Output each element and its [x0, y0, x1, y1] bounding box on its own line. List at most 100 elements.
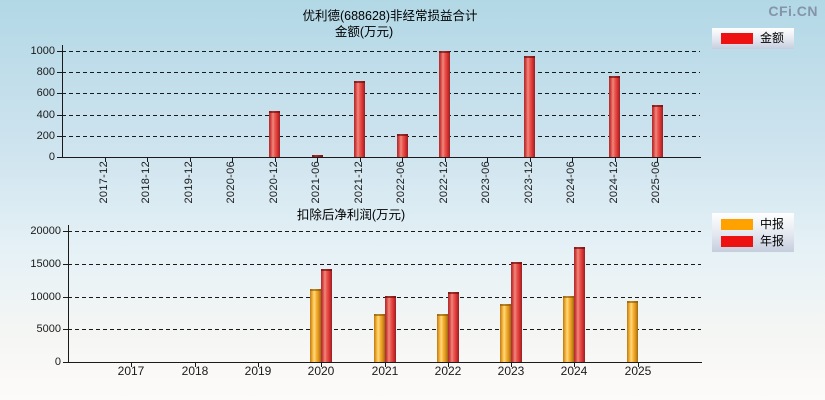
x-tick-label: 2018-12: [140, 161, 152, 204]
x-axis-tick: [232, 158, 233, 162]
x-tick-label: 2019-12: [183, 161, 195, 204]
x-tick-label: 2022-06: [395, 161, 407, 204]
y-tick-label: 600: [36, 87, 55, 99]
x-axis-tick: [638, 363, 639, 367]
y-tick-label: 5000: [36, 323, 61, 335]
top-chart-plot-area: [62, 45, 701, 158]
x-axis-tick: [147, 158, 148, 162]
bar-interim: [437, 314, 448, 362]
y-axis-tick: [57, 51, 62, 52]
y-tick-label: 20000: [30, 225, 61, 237]
bar-interim: [563, 296, 574, 362]
y-axis-tick: [57, 136, 62, 137]
x-tick-label: 2021-12: [353, 161, 365, 204]
y-tick-label: 0: [48, 151, 55, 163]
x-axis-tick: [448, 363, 449, 367]
bar-annual: [574, 247, 585, 362]
y-axis-tick: [63, 329, 68, 330]
gridline: [62, 115, 700, 116]
y-axis-tick: [57, 72, 62, 73]
bottom-chart-plot-area: [68, 225, 702, 363]
x-tick-label: 2025: [624, 364, 652, 378]
x-tick-label: 2024-06: [565, 161, 577, 204]
x-axis-tick: [195, 363, 196, 367]
x-axis-tick: [511, 363, 512, 367]
amount-legend-label: 金额: [760, 31, 785, 45]
x-axis-tick: [275, 158, 276, 162]
gridline: [62, 136, 700, 137]
bar-annual: [448, 292, 459, 362]
cfi-watermark: CFi.CN: [768, 3, 818, 19]
bar-annual: [385, 296, 396, 362]
x-axis-tick: [317, 158, 318, 162]
gridline: [68, 264, 701, 265]
x-axis-tick: [615, 158, 616, 162]
x-axis-tick: [190, 158, 191, 162]
annual-legend-swatch: [721, 235, 753, 247]
y-tick-label: 15000: [30, 258, 61, 270]
bar-amount: [652, 105, 663, 157]
x-tick-label: 2025-06: [650, 161, 662, 204]
y-tick-label: 200: [36, 130, 55, 142]
x-axis-tick: [385, 363, 386, 367]
legend-row-annual: 年报: [721, 233, 794, 248]
x-axis-tick: [258, 363, 259, 367]
x-tick-label: 2020-12: [268, 161, 280, 204]
x-axis-tick: [131, 363, 132, 367]
bar-interim: [627, 301, 638, 362]
top-chart-title: 优利德(688628)非经常损益合计: [302, 9, 478, 23]
top-chart-legend: 金额: [712, 28, 794, 49]
x-tick-label: 2024-12: [608, 161, 620, 204]
x-tick-label: 2022-12: [438, 161, 450, 204]
x-tick-label: 2019: [244, 364, 272, 378]
interim-legend-swatch: [721, 218, 753, 230]
x-axis-tick: [530, 158, 531, 162]
gridline: [62, 72, 700, 73]
y-axis-tick: [63, 231, 68, 232]
x-axis-tick: [657, 158, 658, 162]
gridline: [68, 297, 701, 298]
bottom-chart-legend: 中报 年报: [712, 213, 794, 252]
y-axis-tick: [57, 157, 62, 158]
x-tick-label: 2022: [434, 364, 462, 378]
y-tick-label: 10000: [30, 291, 61, 303]
y-axis-tick: [57, 93, 62, 94]
y-tick-label: 1000: [30, 45, 55, 57]
x-tick-label: 2017-12: [98, 161, 110, 204]
x-axis-tick: [360, 158, 361, 162]
bar-interim: [374, 314, 385, 362]
x-tick-label: 2021-06: [310, 161, 322, 204]
y-tick-label: 0: [54, 356, 61, 368]
bar-amount: [312, 155, 323, 157]
annual-legend-label: 年报: [760, 233, 785, 248]
x-axis-tick: [105, 158, 106, 162]
x-axis-tick: [487, 158, 488, 162]
legend-row-interim: 中报: [721, 216, 794, 231]
x-tick-label: 2024: [560, 364, 588, 378]
bar-amount: [609, 76, 620, 157]
bar-annual: [511, 262, 522, 362]
gridline: [68, 231, 701, 232]
legend-row-amount: 金额: [721, 32, 794, 45]
bottom-chart-title: 扣除后净利润(万元): [296, 208, 406, 222]
y-tick-label: 400: [36, 109, 55, 121]
gridline: [62, 93, 700, 94]
x-tick-label: 2021: [371, 364, 399, 378]
bar-annual: [321, 269, 332, 362]
bar-amount: [269, 111, 280, 157]
x-tick-label: 2020-06: [225, 161, 237, 204]
top-chart-ylabel: 金额(万元): [334, 25, 394, 39]
gridline: [62, 51, 700, 52]
x-tick-label: 2023-06: [480, 161, 492, 204]
bar-interim: [310, 289, 321, 362]
interim-legend-label: 中报: [760, 216, 785, 231]
x-tick-label: 2017: [117, 364, 145, 378]
x-axis-tick: [574, 363, 575, 367]
y-axis-tick: [63, 362, 68, 363]
bar-amount: [439, 51, 450, 157]
y-axis-tick: [63, 264, 68, 265]
y-axis-tick: [57, 115, 62, 116]
y-tick-label: 800: [36, 66, 55, 78]
bar-amount: [397, 134, 408, 157]
